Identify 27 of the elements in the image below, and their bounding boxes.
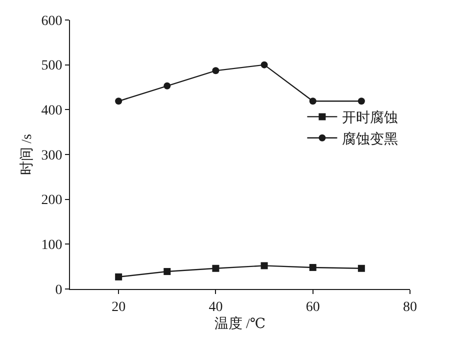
legend-label: 腐蚀变黑 [342,131,398,148]
point [164,268,171,276]
y-tick-label: 0 [55,282,62,298]
x-tick-label: 40 [208,300,223,315]
point [358,264,365,272]
y-tick-label: 200 [41,193,62,208]
point [212,264,220,272]
legend-label: 开时腐蚀 [342,110,398,126]
x-axis-title: 温度 /℃ [214,316,266,332]
point [260,262,268,270]
point [164,82,171,90]
y-tick-label: 500 [41,58,62,74]
x-tick-label: 80 [403,300,417,315]
y-tick-label: 300 [41,148,62,164]
point [115,98,122,105]
point [358,98,365,105]
point [309,98,316,105]
y-tick-label: 400 [41,104,62,119]
y-tick-label: 600 [41,14,62,29]
point [115,273,122,280]
x-tick-label: 20 [112,300,126,315]
y-axis-title: 时间 /s [18,134,35,175]
x-tick-label: 60 [306,300,320,315]
point [309,264,316,271]
point [260,61,268,68]
point [212,67,220,74]
y-tick-label: 100 [41,238,62,254]
